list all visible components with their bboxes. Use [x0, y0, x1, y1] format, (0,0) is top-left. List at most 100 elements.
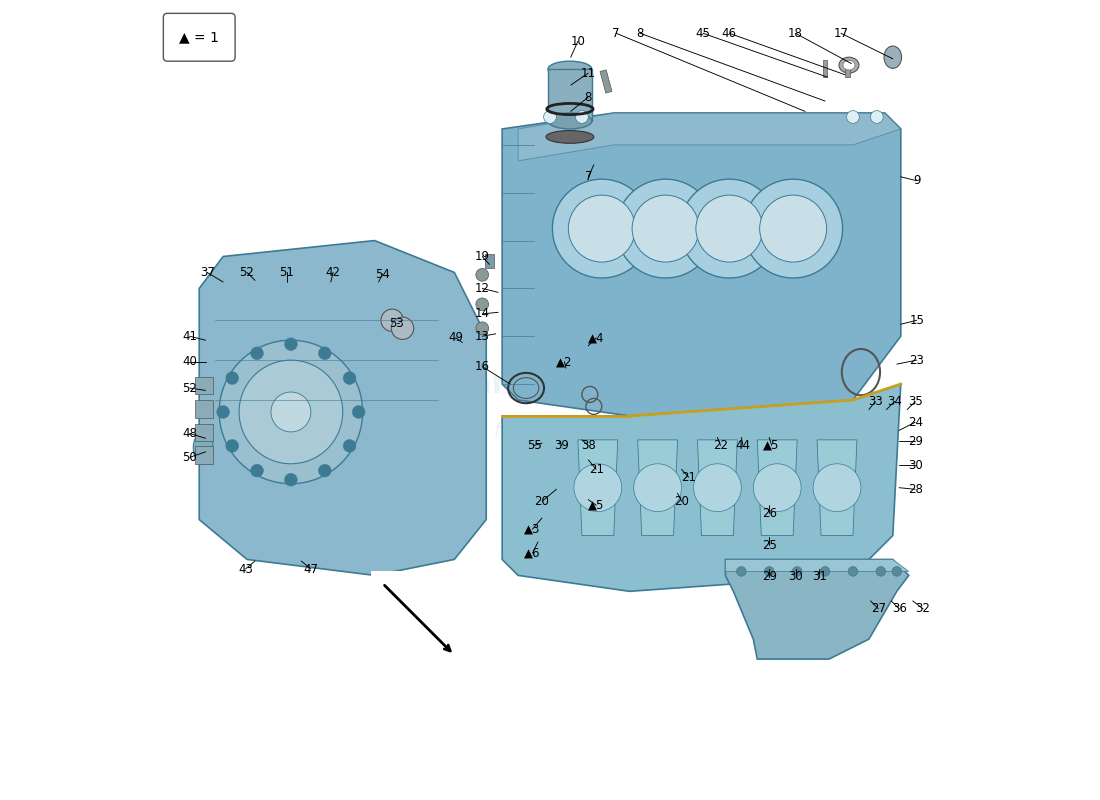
Circle shape [821, 566, 829, 576]
Circle shape [285, 338, 297, 350]
Ellipse shape [839, 57, 859, 73]
Polygon shape [199, 241, 486, 575]
Text: 18: 18 [788, 26, 803, 40]
Text: 16: 16 [475, 360, 490, 373]
Circle shape [318, 347, 331, 360]
Text: 29: 29 [761, 570, 777, 583]
Circle shape [392, 317, 414, 339]
Ellipse shape [194, 432, 213, 464]
Text: 26: 26 [761, 506, 777, 520]
Text: 54: 54 [375, 267, 390, 281]
Bar [195, 446, 212, 464]
Polygon shape [725, 559, 909, 659]
Circle shape [476, 269, 488, 282]
Text: 36: 36 [892, 602, 906, 615]
Text: a passion for parts: a passion for parts [395, 422, 578, 442]
Circle shape [251, 347, 263, 360]
Circle shape [226, 439, 239, 452]
Text: 31: 31 [812, 570, 827, 583]
Circle shape [848, 566, 858, 576]
Text: ▲3: ▲3 [525, 522, 540, 536]
Bar [371, 571, 442, 623]
Circle shape [760, 195, 826, 262]
Text: 14: 14 [475, 307, 490, 321]
Text: 42: 42 [326, 266, 341, 279]
Circle shape [792, 566, 802, 576]
Text: ▲ = 1: ▲ = 1 [179, 30, 219, 44]
Polygon shape [578, 440, 618, 535]
Ellipse shape [548, 61, 592, 77]
Bar [485, 254, 494, 269]
Text: 45: 45 [695, 26, 711, 40]
Text: 24: 24 [908, 416, 923, 429]
Text: 44: 44 [736, 439, 750, 452]
Text: 19: 19 [475, 250, 490, 263]
Text: 25: 25 [762, 538, 777, 551]
Text: 38: 38 [581, 439, 595, 452]
Circle shape [381, 309, 404, 331]
Circle shape [892, 566, 902, 576]
Text: 30: 30 [789, 570, 803, 583]
Text: 7: 7 [613, 26, 620, 40]
Circle shape [476, 322, 488, 334]
Circle shape [870, 110, 883, 123]
Text: 13: 13 [475, 330, 490, 342]
Text: 12: 12 [475, 282, 490, 295]
Text: 21: 21 [588, 463, 604, 476]
Circle shape [219, 340, 363, 484]
Text: 22: 22 [713, 439, 728, 452]
Text: 7: 7 [584, 170, 592, 183]
Text: 20: 20 [674, 494, 689, 508]
Text: 46: 46 [722, 26, 737, 40]
Polygon shape [697, 440, 737, 535]
Circle shape [569, 195, 636, 262]
Text: 20: 20 [535, 494, 550, 508]
Circle shape [226, 372, 239, 385]
Circle shape [575, 110, 589, 123]
Circle shape [318, 464, 331, 477]
Polygon shape [503, 113, 901, 416]
Ellipse shape [546, 130, 594, 143]
Circle shape [744, 179, 843, 278]
Text: 35: 35 [908, 395, 923, 408]
Text: 37: 37 [200, 266, 214, 279]
Polygon shape [503, 384, 901, 591]
Circle shape [352, 406, 365, 418]
Text: 43: 43 [238, 562, 253, 575]
Circle shape [217, 406, 230, 418]
Text: ▲2: ▲2 [557, 355, 573, 368]
Text: 8: 8 [637, 26, 644, 40]
Circle shape [343, 439, 356, 452]
Circle shape [616, 179, 715, 278]
Ellipse shape [843, 60, 855, 70]
Text: 15: 15 [910, 314, 924, 326]
Circle shape [737, 566, 746, 576]
Text: 53: 53 [389, 317, 405, 330]
Text: eurocarparts: eurocarparts [375, 370, 597, 398]
Circle shape [632, 195, 700, 262]
FancyBboxPatch shape [163, 14, 235, 61]
Text: ▲5: ▲5 [588, 498, 604, 512]
Text: 55: 55 [527, 439, 541, 452]
Text: 30: 30 [908, 459, 923, 472]
Text: 51: 51 [279, 266, 295, 279]
Text: 29: 29 [908, 435, 923, 448]
Circle shape [847, 110, 859, 123]
Text: 9: 9 [913, 174, 921, 187]
Text: 40: 40 [183, 355, 197, 368]
Circle shape [764, 566, 774, 576]
Bar [600, 70, 612, 93]
Text: 48: 48 [183, 427, 197, 440]
Circle shape [239, 360, 343, 464]
Text: 23: 23 [910, 354, 924, 366]
Circle shape [543, 110, 557, 123]
Circle shape [754, 464, 801, 512]
Polygon shape [638, 440, 678, 535]
Text: 21: 21 [681, 471, 696, 484]
Circle shape [285, 474, 297, 486]
Circle shape [680, 179, 779, 278]
Circle shape [634, 464, 682, 512]
Text: 39: 39 [554, 439, 570, 452]
Bar [823, 59, 827, 77]
Text: 47: 47 [304, 562, 318, 575]
